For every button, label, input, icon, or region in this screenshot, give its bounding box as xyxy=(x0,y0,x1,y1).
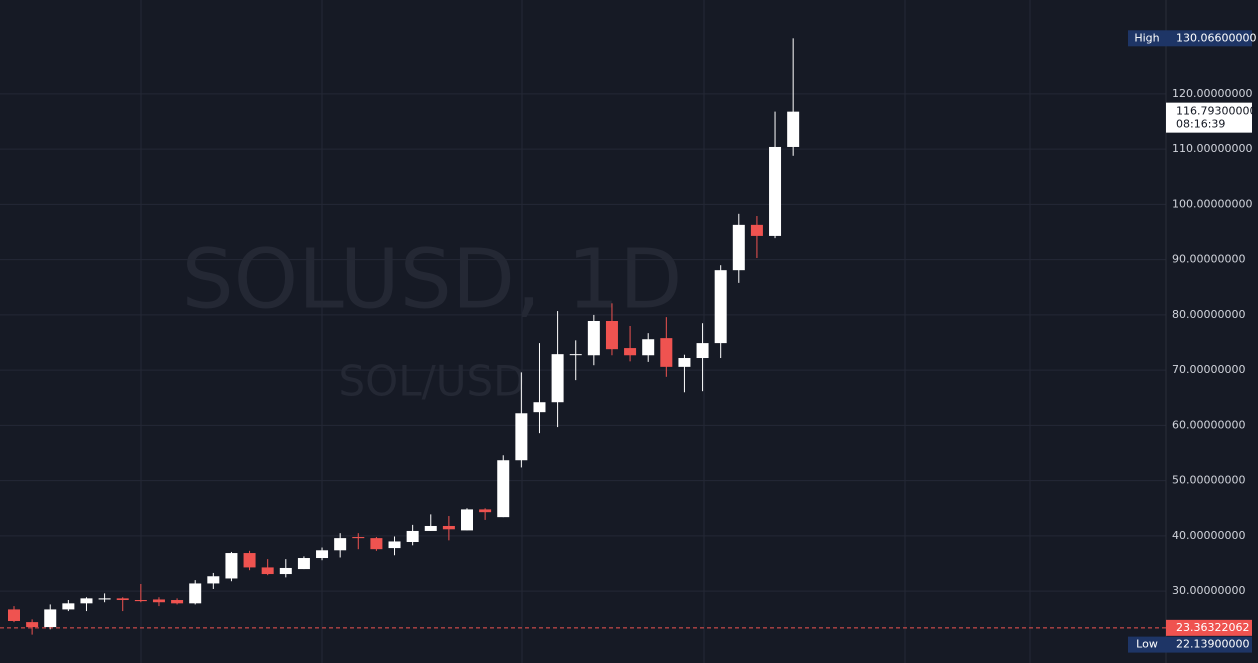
candle-body xyxy=(171,600,184,604)
candle-body xyxy=(279,567,292,575)
candle-body xyxy=(225,553,238,579)
y-tick-label: 80.00000000 xyxy=(1172,308,1245,321)
candle-body xyxy=(116,598,129,601)
countdown: 08:16:39 xyxy=(1176,118,1225,131)
candle-body xyxy=(370,538,383,550)
y-tick-label: 70.00000000 xyxy=(1172,363,1245,376)
marker-value-box xyxy=(1166,30,1252,47)
watermark-title: SOLUSD, 1D xyxy=(182,232,683,327)
candle-body xyxy=(750,224,763,236)
y-tick-label: 40.00000000 xyxy=(1172,529,1245,542)
y-tick-label: 120.00000000 xyxy=(1172,87,1252,100)
y-tick-label: 110.00000000 xyxy=(1172,142,1252,155)
candle-body xyxy=(696,343,709,359)
candle-body xyxy=(642,339,655,356)
candle-body xyxy=(605,321,618,350)
candle-body xyxy=(152,599,165,603)
marker-name: High xyxy=(1134,31,1159,44)
candle-body xyxy=(587,321,600,356)
candle-body xyxy=(189,583,202,604)
candle-body xyxy=(732,224,745,271)
y-tick-label: 90.00000000 xyxy=(1172,253,1245,266)
candle-body xyxy=(316,550,329,559)
candle-body xyxy=(334,538,347,551)
marker-name: Low xyxy=(1136,638,1158,651)
y-tick-label: 30.00000000 xyxy=(1172,584,1245,597)
y-tick-label: 60.00000000 xyxy=(1172,418,1245,431)
candle-body xyxy=(80,598,93,604)
candle-body xyxy=(98,598,111,600)
y-tick-label: 100.00000000 xyxy=(1172,197,1252,210)
candle-body xyxy=(424,525,437,531)
price-line-box xyxy=(1166,619,1252,636)
candle-body xyxy=(442,525,455,530)
candle-body xyxy=(297,558,310,570)
candle-body xyxy=(787,111,800,147)
candle-body xyxy=(479,509,492,513)
candle-body xyxy=(461,509,473,531)
watermark-subtitle: SOL/USD xyxy=(338,357,525,406)
candle-body xyxy=(769,146,782,236)
candle-body xyxy=(352,537,365,539)
candle-body xyxy=(26,622,39,628)
vertical-grid xyxy=(140,0,1031,663)
candle-body xyxy=(660,338,673,367)
candle-body xyxy=(8,609,20,622)
candle-body xyxy=(551,354,564,403)
candle-body xyxy=(207,576,220,584)
marker-value: 130.06600000 xyxy=(1176,31,1256,44)
candle-body xyxy=(533,402,546,413)
marker-name-box xyxy=(1128,30,1166,47)
marker-value-box xyxy=(1166,636,1252,653)
last-price-label: 116.79300000 xyxy=(1176,105,1256,118)
marker-name-box xyxy=(1128,636,1166,653)
candle-body xyxy=(515,413,528,461)
marker-value: 22.13900000 xyxy=(1176,638,1249,651)
candle-body xyxy=(62,603,75,610)
candle-body xyxy=(678,358,691,367)
last-price-box xyxy=(1166,102,1252,133)
candle-body xyxy=(569,354,582,356)
grid xyxy=(0,93,1166,592)
candle-body xyxy=(243,553,256,568)
candle-body xyxy=(134,600,147,602)
candle-body xyxy=(261,567,274,575)
candle-body xyxy=(406,530,419,543)
candle-body xyxy=(624,348,637,356)
y-tick-label: 50.00000000 xyxy=(1172,474,1245,487)
candle-body xyxy=(44,609,57,628)
candle-body xyxy=(388,541,401,549)
candle-body xyxy=(497,460,510,518)
candle-body xyxy=(714,270,727,344)
price-line-label: 23.36322062 xyxy=(1176,621,1249,634)
